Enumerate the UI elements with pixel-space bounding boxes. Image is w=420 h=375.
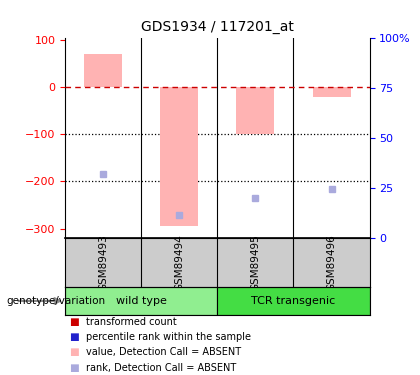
Text: ■: ■ xyxy=(69,363,79,372)
Text: transformed count: transformed count xyxy=(86,317,177,327)
Bar xyxy=(84,54,122,87)
Text: genotype/variation: genotype/variation xyxy=(6,296,105,306)
Text: rank, Detection Call = ABSENT: rank, Detection Call = ABSENT xyxy=(86,363,236,372)
Bar xyxy=(218,287,370,315)
Text: GSM89494: GSM89494 xyxy=(174,234,184,291)
Text: ■: ■ xyxy=(69,317,79,327)
Text: GSM89496: GSM89496 xyxy=(326,234,336,291)
Text: wild type: wild type xyxy=(116,296,167,306)
Text: GSM89495: GSM89495 xyxy=(250,234,260,291)
Text: ■: ■ xyxy=(69,347,79,357)
Bar xyxy=(312,87,351,96)
Bar xyxy=(65,287,218,315)
Text: percentile rank within the sample: percentile rank within the sample xyxy=(86,332,251,342)
Title: GDS1934 / 117201_at: GDS1934 / 117201_at xyxy=(141,20,294,34)
Text: value, Detection Call = ABSENT: value, Detection Call = ABSENT xyxy=(86,347,241,357)
Text: TCR transgenic: TCR transgenic xyxy=(251,296,336,306)
Text: GSM89493: GSM89493 xyxy=(98,234,108,291)
Bar xyxy=(160,87,198,226)
Bar xyxy=(236,87,274,134)
Text: ■: ■ xyxy=(69,332,79,342)
